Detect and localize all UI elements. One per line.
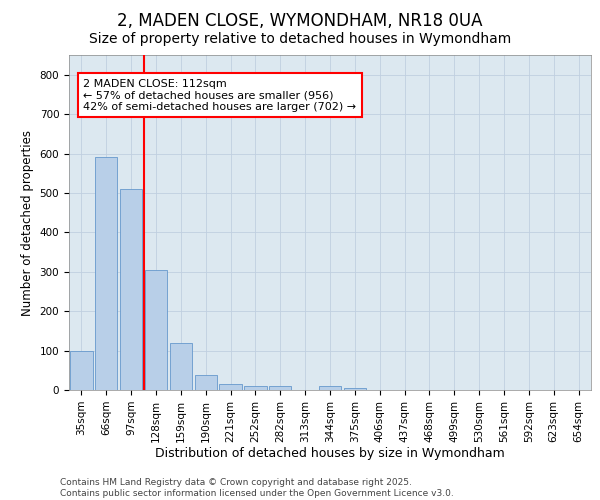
Bar bbox=[319, 386, 341, 390]
Bar bbox=[244, 386, 266, 390]
Text: Size of property relative to detached houses in Wymondham: Size of property relative to detached ho… bbox=[89, 32, 511, 46]
Y-axis label: Number of detached properties: Number of detached properties bbox=[21, 130, 34, 316]
Bar bbox=[220, 384, 242, 390]
Bar bbox=[170, 342, 192, 390]
Bar bbox=[95, 158, 118, 390]
X-axis label: Distribution of detached houses by size in Wymondham: Distribution of detached houses by size … bbox=[155, 448, 505, 460]
Bar bbox=[120, 189, 142, 390]
Text: Contains HM Land Registry data © Crown copyright and database right 2025.
Contai: Contains HM Land Registry data © Crown c… bbox=[60, 478, 454, 498]
Text: 2, MADEN CLOSE, WYMONDHAM, NR18 0UA: 2, MADEN CLOSE, WYMONDHAM, NR18 0UA bbox=[117, 12, 483, 30]
Bar bbox=[344, 388, 366, 390]
Bar bbox=[145, 270, 167, 390]
Bar bbox=[194, 375, 217, 390]
Bar bbox=[269, 386, 292, 390]
Text: 2 MADEN CLOSE: 112sqm
← 57% of detached houses are smaller (956)
42% of semi-det: 2 MADEN CLOSE: 112sqm ← 57% of detached … bbox=[83, 78, 356, 112]
Bar bbox=[70, 350, 92, 390]
